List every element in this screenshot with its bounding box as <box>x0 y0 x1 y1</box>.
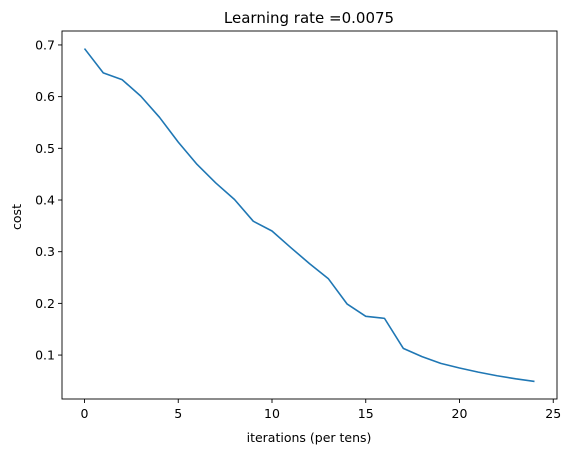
y-tick-label: 0.4 <box>35 193 55 208</box>
x-tick-label: 5 <box>174 406 182 421</box>
data-series <box>83 48 535 383</box>
series-line <box>83 48 535 383</box>
axis-ticks: 0 5 10 15 20 25 0.1 0.2 0.3 0.4 0.5 0.6 0.7 <box>35 37 561 421</box>
y-tick-label: 0.3 <box>35 244 55 259</box>
x-tick-label: 10 <box>264 406 280 421</box>
x-axis-label: iterations (per tens) <box>247 430 372 445</box>
x-tick-label: 0 <box>81 406 89 421</box>
chart-title: Learning rate =0.0075 <box>224 9 394 27</box>
plot-frame <box>61 30 558 400</box>
y-tick-label: 0.1 <box>35 348 55 363</box>
y-tick-label: 0.7 <box>35 37 55 52</box>
y-tick-label: 0.5 <box>35 141 55 156</box>
x-tick-label: 15 <box>358 406 374 421</box>
y-axis-label: cost <box>9 204 24 230</box>
x-tick-label: 25 <box>545 406 561 421</box>
y-tick-label: 0.2 <box>35 296 55 311</box>
x-tick-label: 20 <box>452 406 468 421</box>
y-tick-label: 0.6 <box>35 89 55 104</box>
